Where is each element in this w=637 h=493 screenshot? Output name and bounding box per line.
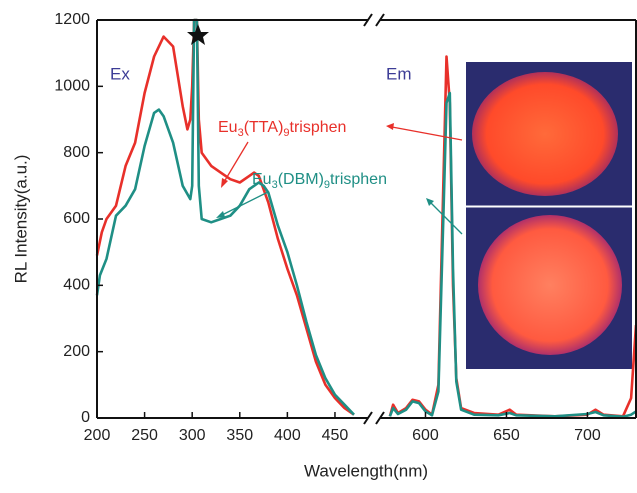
x-tick-label: 650 xyxy=(493,427,520,444)
star-marker xyxy=(187,24,209,45)
x-tick-label: 250 xyxy=(131,427,158,444)
annotation-part: 9 xyxy=(324,179,330,191)
y-tick-label: 200 xyxy=(63,343,90,360)
y-tick-label: 600 xyxy=(63,210,90,227)
x-tick-label: 350 xyxy=(226,427,253,444)
annotation-part: trisphen xyxy=(290,119,347,136)
y-tick-label: 400 xyxy=(63,277,90,294)
inset-photo xyxy=(466,62,632,369)
excitation-label: Ex xyxy=(110,64,130,83)
annotation: Eu3(TTA)9trisphen xyxy=(218,119,346,139)
y-tick-label: 800 xyxy=(63,144,90,161)
x-tick-label: 200 xyxy=(84,427,111,444)
arrows xyxy=(216,123,463,235)
x-tick-label: 400 xyxy=(274,427,301,444)
y-tick-label: 1000 xyxy=(54,78,90,95)
y-tick-label: 0 xyxy=(81,409,90,426)
annotation-part: Eu xyxy=(252,171,272,188)
y-tick-label: 1200 xyxy=(54,11,90,28)
annotation-part: (TTA) xyxy=(244,119,284,136)
x-tick-label: 700 xyxy=(574,427,601,444)
plot-area xyxy=(95,18,637,418)
y-axis-label: RL Intensity(a.u.) xyxy=(11,155,30,284)
emission-label: Em xyxy=(386,64,412,83)
annotation-part: (DBM) xyxy=(278,171,324,188)
x-axis-label: Wavelength(nm) xyxy=(304,461,428,480)
line-series xyxy=(95,18,355,416)
annotation-part: 9 xyxy=(283,127,289,139)
line-series xyxy=(388,91,637,418)
x-tick-label: 600 xyxy=(412,427,439,444)
annotation-part: 3 xyxy=(272,179,278,191)
annotation-part: 3 xyxy=(238,127,244,139)
line-series xyxy=(95,18,355,416)
x-tick-label: 450 xyxy=(322,427,349,444)
annotation: Eu3(DBM)9trisphen xyxy=(252,171,387,191)
annotation-part: trisphen xyxy=(330,171,387,188)
x-tick-label: 300 xyxy=(179,427,206,444)
annotation-part: Eu xyxy=(218,119,238,136)
